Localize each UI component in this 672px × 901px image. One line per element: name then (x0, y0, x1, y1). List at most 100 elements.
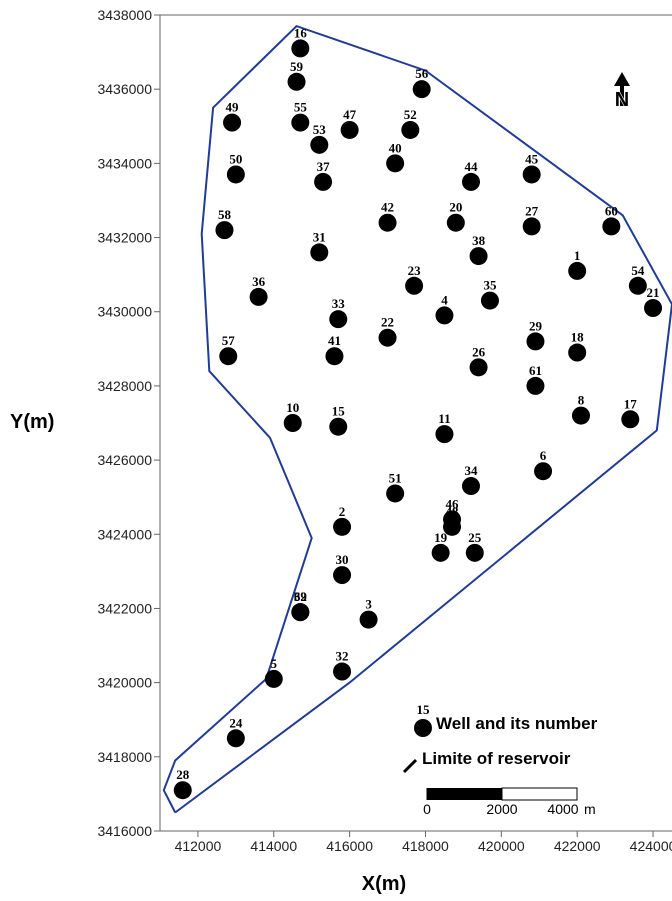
well-marker (329, 417, 348, 436)
well-marker (568, 343, 587, 362)
well-label: 2 (339, 504, 346, 519)
y-tick-label: 3422000 (97, 600, 152, 616)
well-marker (480, 291, 499, 310)
x-tick-label: 420000 (478, 838, 525, 854)
well-marker (287, 72, 306, 91)
well-label: 61 (529, 363, 542, 378)
well-marker (443, 517, 462, 536)
well-label: 58 (218, 207, 232, 222)
scale-label-0: 0 (423, 801, 431, 817)
well-label: 40 (389, 140, 402, 155)
well-marker (461, 172, 480, 191)
well-marker (264, 669, 283, 688)
well-label: 8 (578, 393, 585, 408)
well-marker (223, 113, 242, 132)
well-marker (401, 120, 420, 139)
well-marker (226, 729, 245, 748)
well-label: 22 (381, 315, 394, 330)
y-tick-label: 3430000 (97, 304, 152, 320)
y-tick-label: 3438000 (97, 7, 152, 23)
y-tick-label: 3428000 (97, 378, 152, 394)
x-tick-label: 422000 (554, 838, 601, 854)
well-label: 38 (472, 233, 486, 248)
well-marker (526, 332, 545, 351)
well-label: 30 (336, 552, 349, 567)
well-label: 1 (574, 248, 581, 263)
well-marker (469, 358, 488, 377)
y-tick-label: 3420000 (97, 675, 152, 691)
well-marker (333, 566, 352, 585)
well-label: 48 (446, 504, 460, 519)
well-label: 59 (290, 59, 304, 74)
well-label: 19 (434, 530, 448, 545)
y-tick-label: 3432000 (97, 230, 152, 246)
well-marker (405, 276, 424, 295)
well-label: 11 (438, 411, 450, 426)
well-label: 18 (571, 330, 585, 345)
well-marker (534, 462, 553, 481)
scale-label-2000: 2000 (486, 801, 517, 817)
well-label: 35 (483, 278, 497, 293)
well-marker (435, 306, 454, 325)
well-marker (378, 213, 397, 232)
well-label: 5 (271, 656, 278, 671)
legend-boundary-symbol (402, 758, 418, 774)
north-arrow-head (614, 72, 630, 86)
y-tick-label: 3436000 (97, 81, 152, 97)
well-marker (378, 328, 397, 347)
well-label: 39 (294, 589, 308, 604)
well-marker (291, 603, 310, 622)
y-tick-label: 3434000 (97, 155, 152, 171)
well-label: 17 (624, 396, 638, 411)
legend-well-symbol (414, 719, 432, 737)
well-label: 37 (317, 159, 331, 174)
plot-frame (159, 14, 672, 832)
well-marker (526, 376, 545, 395)
y-tick-label: 3426000 (97, 452, 152, 468)
scale-bar-black-segment (427, 788, 502, 800)
well-marker (465, 543, 484, 562)
well-marker (325, 347, 344, 366)
well-marker (249, 287, 268, 306)
well-marker (621, 410, 640, 429)
well-marker (219, 347, 238, 366)
well-label: 20 (449, 200, 462, 215)
well-marker (568, 261, 587, 280)
scale-bar-white-segment (501, 787, 578, 801)
well-label: 51 (389, 470, 402, 485)
well-label: 45 (525, 151, 539, 166)
x-tick-label: 416000 (326, 838, 373, 854)
well-marker (446, 213, 465, 232)
well-marker (329, 310, 348, 329)
well-marker (283, 414, 302, 432)
well-label: 47 (343, 107, 357, 122)
x-tick-label: 424000 (630, 838, 672, 854)
well-label: 44 (464, 159, 478, 174)
well-marker (310, 135, 329, 154)
well-label: 34 (464, 463, 478, 478)
well-label: 28 (176, 767, 190, 782)
well-label: 42 (381, 200, 394, 215)
y-axis-title: Y(m) (10, 411, 54, 433)
well-label: 29 (529, 318, 543, 333)
y-tick-label: 3416000 (97, 823, 152, 839)
well-label: 4 (441, 292, 448, 307)
well-marker (469, 247, 488, 266)
well-marker (291, 39, 310, 58)
well-marker (431, 543, 450, 562)
x-axis-title: X(m) (362, 873, 406, 895)
well-marker (522, 217, 541, 236)
well-label: 27 (525, 203, 539, 218)
well-label: 54 (631, 263, 645, 278)
well-label: 31 (313, 229, 326, 244)
well-label: 57 (222, 333, 236, 348)
x-tick-label: 418000 (402, 838, 449, 854)
scale-unit: m (584, 801, 596, 817)
well-marker (644, 299, 663, 318)
well-marker (333, 517, 352, 536)
well-marker (461, 477, 480, 496)
well-label: 24 (229, 715, 243, 730)
well-label: 52 (404, 107, 417, 122)
well-label: 25 (468, 530, 482, 545)
